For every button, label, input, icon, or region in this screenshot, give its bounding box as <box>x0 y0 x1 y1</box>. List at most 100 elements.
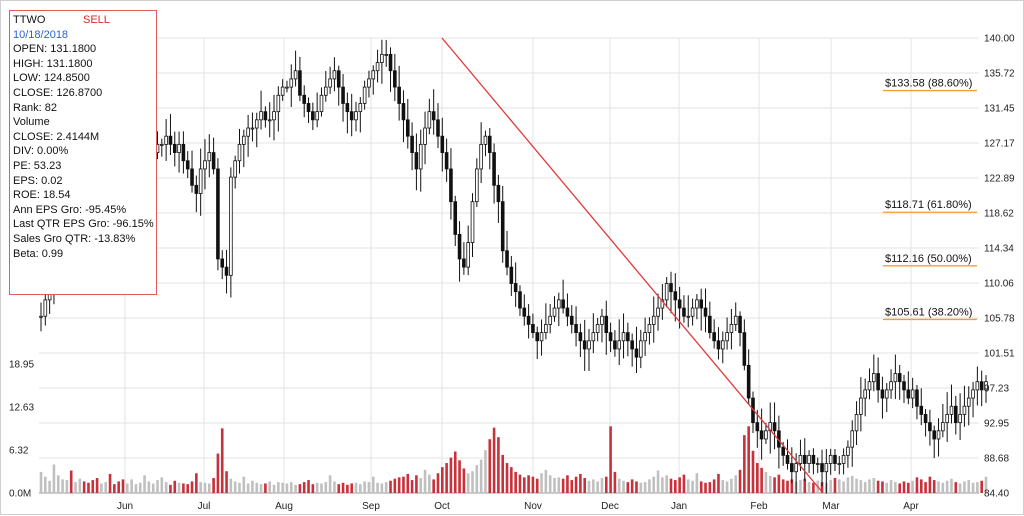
volume-bar <box>639 482 643 493</box>
candle-body <box>328 78 332 88</box>
candle-body <box>43 299 48 317</box>
volume-bar <box>501 454 505 493</box>
candle-body <box>233 160 237 178</box>
volume-bar <box>302 482 306 493</box>
volume-bar <box>397 477 401 493</box>
ticker-symbol: TTWO <box>13 14 46 26</box>
volume-bar <box>889 480 893 493</box>
price-tick-label: 97.23 <box>984 384 1009 395</box>
volume-bar <box>872 478 876 493</box>
candle-body <box>315 111 319 121</box>
candle-body <box>548 315 552 325</box>
candle-body <box>910 389 915 399</box>
volume-bar <box>678 477 681 493</box>
candle-body <box>190 168 194 186</box>
candle-body <box>742 332 747 366</box>
volume-bar <box>622 480 625 493</box>
beta-value: Beta: 0.99 <box>13 247 64 260</box>
month-tick-label: Jul <box>198 501 211 512</box>
volume-bar <box>428 474 431 493</box>
candle-body <box>669 283 673 293</box>
candle-body <box>755 422 760 432</box>
candle-body <box>371 70 376 80</box>
volume-bar <box>402 476 405 493</box>
volume-bar <box>445 463 448 493</box>
volume-bar <box>980 480 983 493</box>
rank-value: Rank: 82 <box>13 101 58 114</box>
volume-bar <box>164 482 168 493</box>
candle-body <box>746 364 751 399</box>
candle-body <box>928 422 932 432</box>
volume-bar <box>635 481 638 493</box>
volume-bar <box>169 484 172 493</box>
candle-body <box>203 160 207 170</box>
candle-body <box>975 381 980 391</box>
candle-body <box>893 373 898 383</box>
roe-value: ROE: 18.54 <box>13 189 71 202</box>
volume-bar <box>518 474 522 493</box>
candle-body <box>867 381 872 391</box>
volume-bar <box>354 482 358 493</box>
month-tick-label: Feb <box>750 501 768 512</box>
volume-bar <box>242 476 246 493</box>
candle-body <box>289 78 294 88</box>
candle-body <box>854 414 859 432</box>
candle-body <box>375 62 380 72</box>
month-tick-label: Oct <box>434 501 450 512</box>
volume-bar <box>837 479 841 493</box>
volume-bar <box>255 482 259 493</box>
volume-bar <box>143 475 146 493</box>
volume-bar <box>113 484 116 493</box>
volume-bar <box>462 468 466 493</box>
candle-body <box>578 332 583 342</box>
volume-bar <box>186 484 190 493</box>
candle-body <box>276 94 281 113</box>
volume-bar <box>458 460 461 493</box>
volume-bar <box>863 482 867 493</box>
candle-body <box>367 78 371 88</box>
month-tick-label: Apr <box>903 501 919 512</box>
volume-bar <box>656 470 660 493</box>
volume-bar <box>954 482 958 493</box>
candle-body <box>979 381 984 391</box>
volume-bar <box>751 450 755 493</box>
volume-bar <box>82 481 86 493</box>
volume-bar <box>87 482 90 493</box>
candle-body <box>708 315 712 334</box>
volume-bar <box>902 481 906 493</box>
volume-bar <box>911 480 914 493</box>
candle-body <box>811 454 816 464</box>
candle-body <box>492 152 496 186</box>
volume-bar <box>704 482 707 493</box>
volume-bar <box>876 480 880 493</box>
candle-body <box>673 291 678 301</box>
volume-bar <box>484 450 487 493</box>
pe-value: PE: 53.23 <box>13 159 62 172</box>
candle-body <box>966 397 971 407</box>
month-tick-label: Jan <box>671 501 687 512</box>
volume-bar <box>48 480 51 493</box>
volume-bar <box>894 482 897 493</box>
volume-bar <box>544 469 548 493</box>
candle-body <box>431 111 436 121</box>
volume-bar <box>971 482 975 493</box>
candle-body <box>466 242 470 268</box>
price-tick-label: 118.62 <box>984 208 1014 219</box>
volume-bar <box>363 481 366 493</box>
candle-body <box>643 332 647 342</box>
volume-bar <box>570 480 574 493</box>
volume-bar <box>786 480 789 493</box>
candle-body <box>941 422 945 432</box>
volume-bar <box>238 482 241 493</box>
candle-body <box>569 315 574 325</box>
volume-bar <box>859 480 863 493</box>
candle-body <box>384 53 389 56</box>
volume-bar <box>579 473 582 493</box>
volume-bar <box>337 484 341 493</box>
candle-body <box>824 463 829 473</box>
volume-bar <box>587 480 591 493</box>
volume-bar <box>61 479 64 493</box>
volume-bar <box>699 481 703 493</box>
candle-body <box>500 201 505 252</box>
candle-body <box>285 86 289 89</box>
